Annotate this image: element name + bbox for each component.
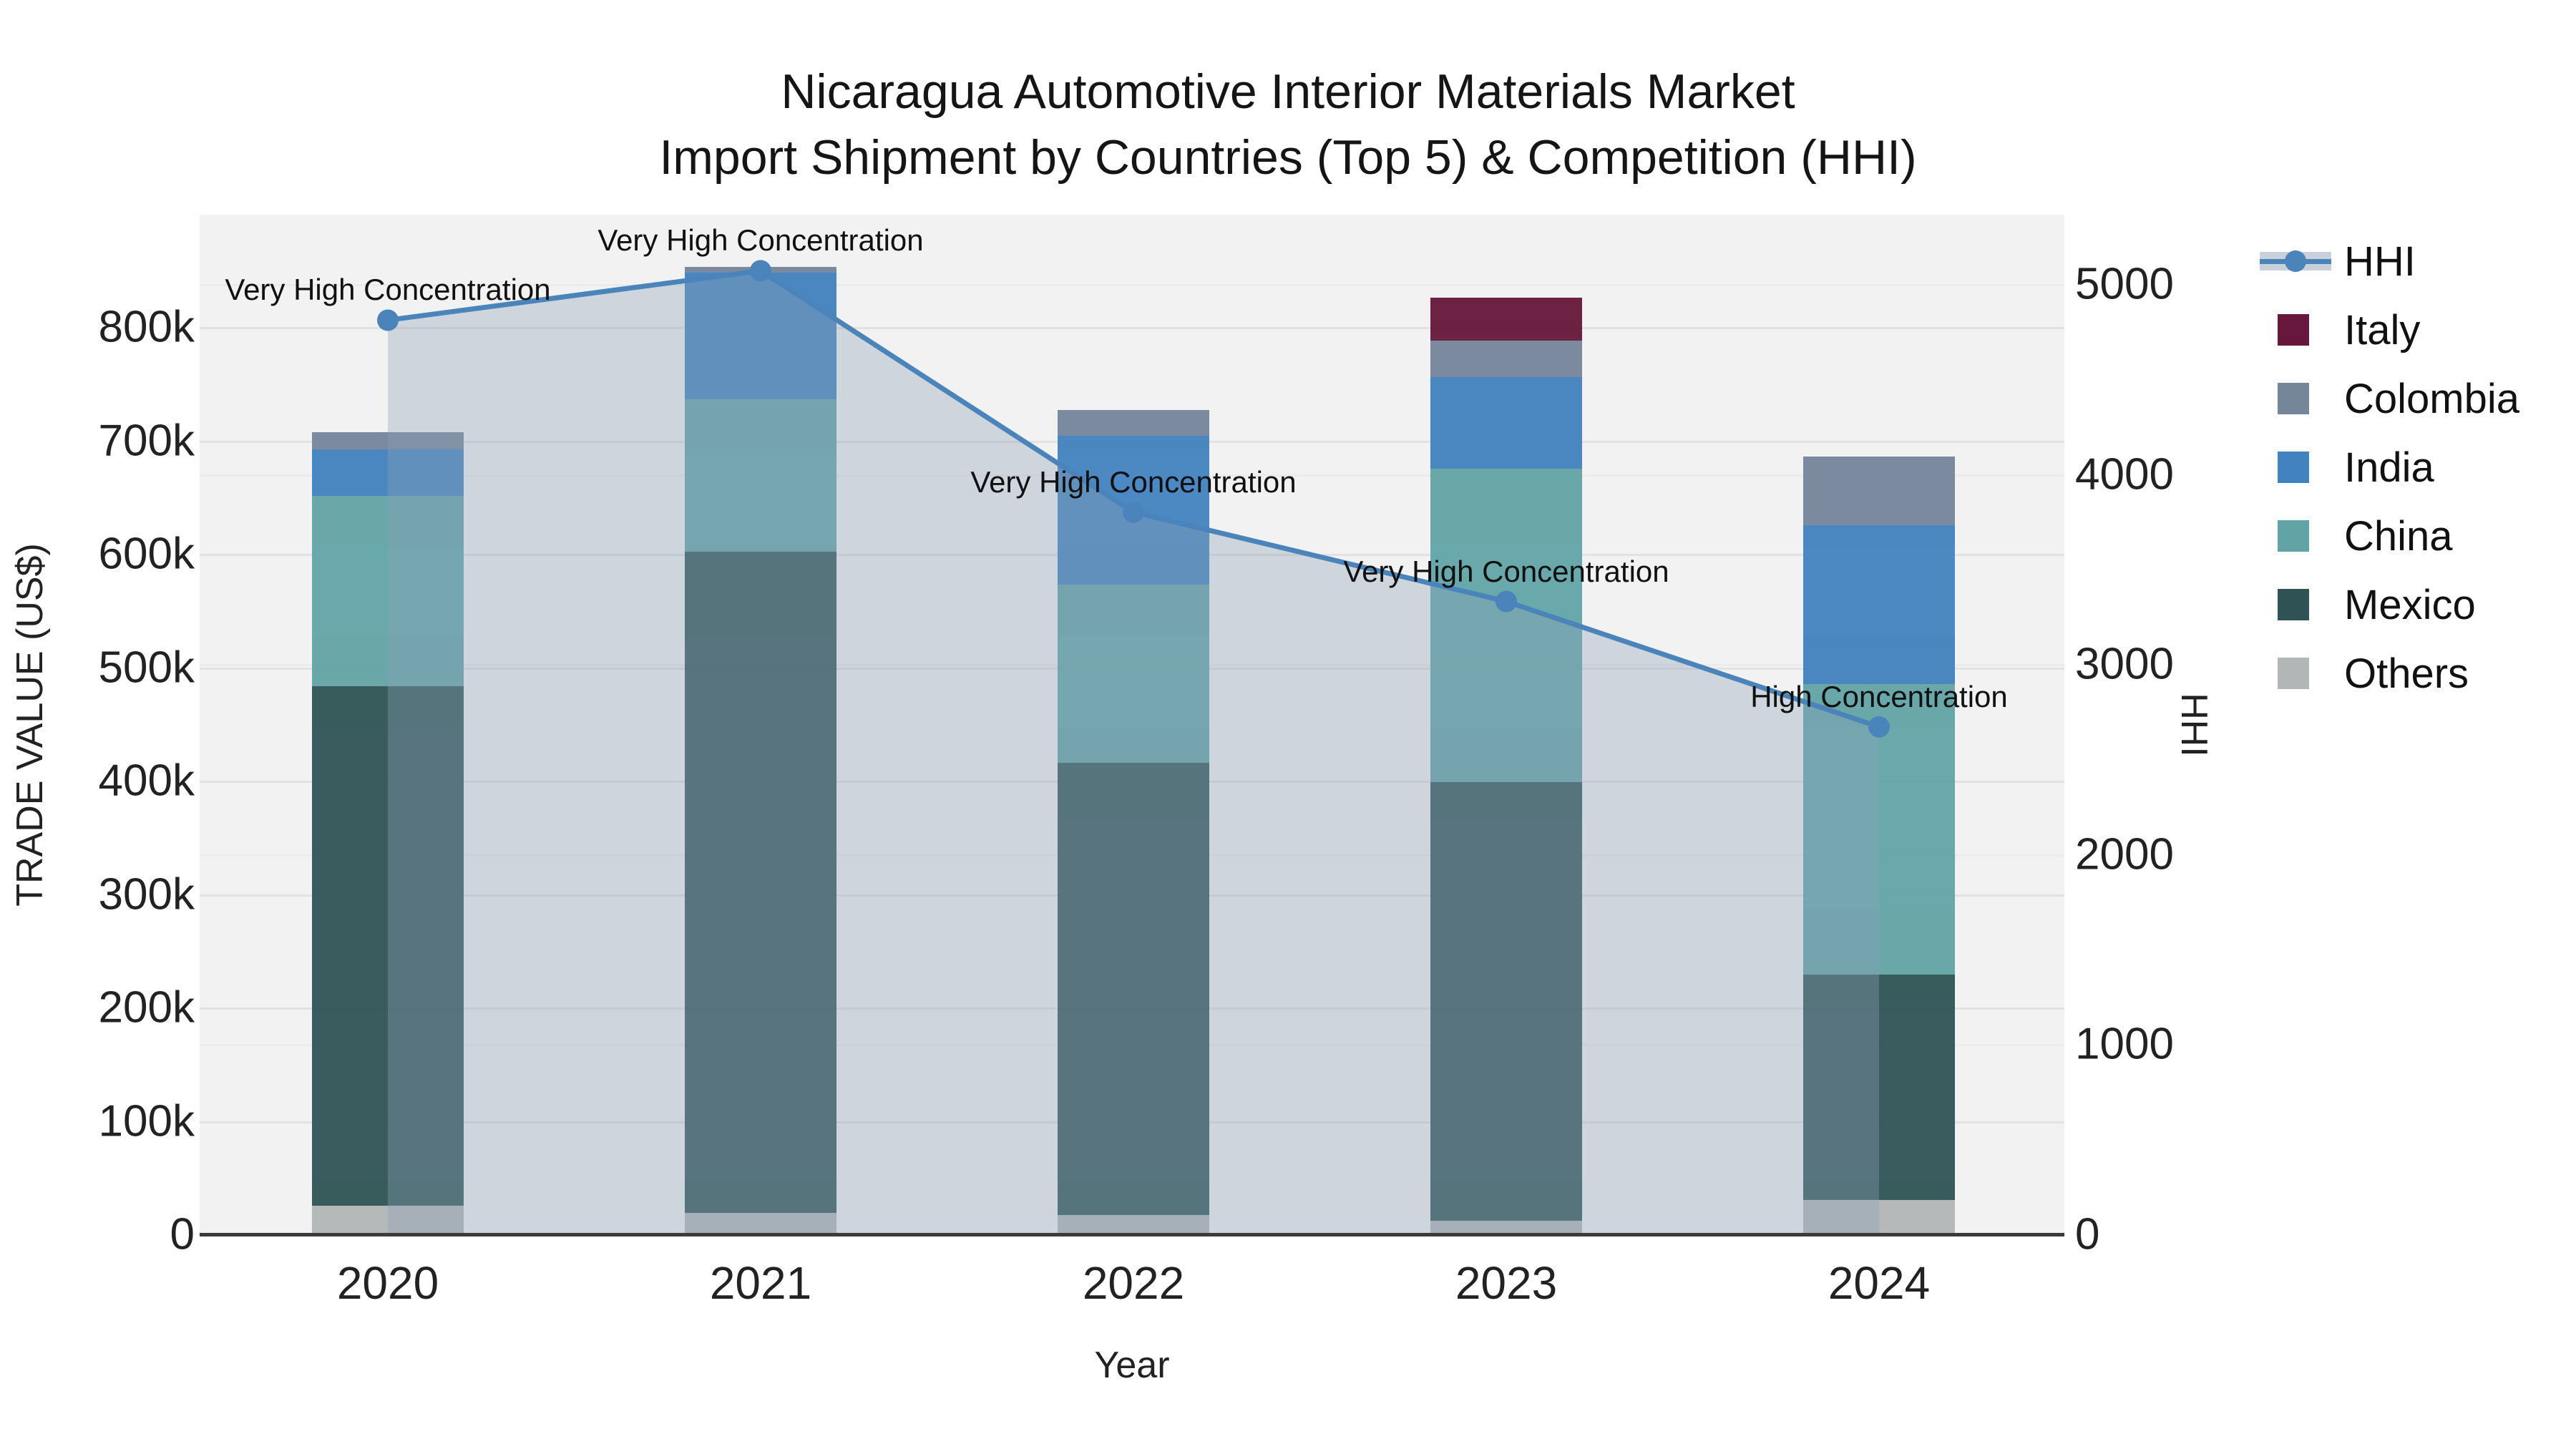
y-left-tick-800k: 800k (98, 302, 195, 352)
bar-segment-italy-2023[interactable] (1430, 297, 1582, 341)
bar-segment-colombia-2020[interactable] (312, 432, 464, 450)
bar-segment-others-2021[interactable] (685, 1212, 836, 1234)
colombia-swatch-icon (2253, 364, 2340, 433)
italy-color-swatch (2278, 314, 2309, 346)
chart-title-line2: Import Shipment by Countries (Top 5) & C… (659, 130, 1917, 185)
legend: HHI Italy Colombia India China Mexico Others (2253, 227, 2519, 708)
annotation-2020: Very High Concentration (225, 273, 551, 307)
bar-2024[interactable] (1803, 456, 1955, 1234)
legend-item-colombia[interactable]: Colombia (2253, 364, 2519, 433)
annotation-2024: High Concentration (1750, 679, 2008, 713)
bar-segment-china-2023[interactable] (1430, 469, 1582, 782)
bar-segment-others-2023[interactable] (1430, 1220, 1582, 1234)
y-left-tick-700k: 700k (98, 416, 195, 465)
x-tick-2021: 2021 (709, 1257, 812, 1309)
hhi-marker-2022[interactable] (1123, 501, 1144, 523)
bar-segment-colombia-2024[interactable] (1803, 456, 1955, 526)
bar-segment-mexico-2022[interactable] (1058, 762, 1209, 1216)
chart-title-line1: Nicaragua Automotive Interior Materials … (781, 64, 1795, 119)
others-color-swatch (2278, 658, 2309, 689)
bar-segment-mexico-2020[interactable] (312, 686, 464, 1206)
india-swatch-icon (2253, 433, 2340, 502)
y-left-tick-0: 0 (170, 1209, 195, 1259)
china-swatch-icon (2253, 502, 2340, 570)
annotation-2021: Very High Concentration (597, 223, 924, 258)
y-left-tick-400k: 400k (98, 756, 195, 806)
legend-label-mexico: Mexico (2344, 581, 2476, 628)
bar-segment-colombia-2023[interactable] (1430, 341, 1582, 377)
y-right-tick-5000: 5000 (2075, 259, 2174, 309)
legend-item-mexico[interactable]: Mexico (2253, 570, 2519, 639)
y-right-tick-1000: 1000 (2075, 1019, 2174, 1069)
legend-item-italy[interactable]: Italy (2253, 296, 2519, 364)
bar-segment-india-2023[interactable] (1430, 376, 1582, 469)
bar-2022[interactable] (1058, 409, 1209, 1234)
legend-label-china: China (2344, 512, 2453, 560)
x-axis-line (200, 1233, 2064, 1236)
bar-segment-china-2021[interactable] (685, 399, 836, 552)
plot-area[interactable]: Very High Concentration Very High Concent… (200, 215, 2064, 1234)
hhi-marker-2021[interactable] (750, 260, 771, 282)
legend-item-china[interactable]: China (2253, 502, 2519, 570)
italy-swatch-icon (2253, 296, 2340, 364)
legend-label-italy: Italy (2344, 306, 2421, 353)
hhi-line-icon (2253, 227, 2340, 296)
bar-segment-mexico-2021[interactable] (685, 551, 836, 1213)
y-right-tick-2000: 2000 (2075, 829, 2174, 879)
legend-item-hhi[interactable]: HHI (2253, 227, 2519, 296)
hhi-marker-2023[interactable] (1496, 590, 1517, 613)
bar-segment-mexico-2023[interactable] (1430, 781, 1582, 1221)
y-right-tick-4000: 4000 (2075, 449, 2174, 499)
hhi-marker-dot-icon (2285, 250, 2306, 272)
legend-item-india[interactable]: India (2253, 433, 2519, 502)
mexico-swatch-icon (2253, 570, 2340, 639)
bar-segment-others-2020[interactable] (312, 1206, 464, 1234)
bar-segment-india-2020[interactable] (312, 449, 464, 497)
y-right-tick-3000: 3000 (2075, 639, 2174, 689)
y-left-tick-300k: 300k (98, 869, 195, 919)
bar-2021[interactable] (685, 267, 836, 1234)
legend-label-others: Others (2344, 650, 2469, 697)
bar-2020[interactable] (312, 432, 464, 1234)
y-left-tick-100k: 100k (98, 1096, 195, 1146)
y-right-tick-0: 0 (2075, 1209, 2100, 1259)
y-left-tick-500k: 500k (98, 643, 195, 692)
legend-label-hhi: HHI (2344, 238, 2416, 285)
annotation-2023: Very High Concentration (1343, 554, 1669, 588)
y-left-tick-600k: 600k (98, 529, 195, 579)
hhi-marker-2024[interactable] (1868, 716, 1890, 738)
x-tick-2020: 2020 (336, 1257, 439, 1309)
x-axis-title: Year (1094, 1345, 1170, 1386)
legend-label-india: India (2344, 444, 2434, 491)
bar-segment-others-2022[interactable] (1058, 1215, 1209, 1234)
x-tick-2024: 2024 (1828, 1257, 1931, 1309)
y-axis-right-title: HHI (2173, 693, 2215, 757)
annotation-2022: Very High Concentration (970, 464, 1297, 499)
bar-segment-india-2024[interactable] (1803, 525, 1955, 685)
x-tick-2023: 2023 (1455, 1257, 1558, 1309)
india-color-swatch (2278, 452, 2309, 483)
bar-segment-others-2024[interactable] (1803, 1200, 1955, 1234)
gridline-trade-800k (200, 327, 2064, 329)
x-tick-2022: 2022 (1082, 1257, 1185, 1309)
bar-segment-colombia-2022[interactable] (1058, 409, 1209, 436)
hhi-marker-2020[interactable] (377, 309, 399, 331)
chart-title: Nicaragua Automotive Interior Materials … (0, 59, 2576, 190)
others-swatch-icon (2253, 639, 2340, 708)
bar-segment-china-2020[interactable] (312, 496, 464, 687)
bar-segment-mexico-2024[interactable] (1803, 975, 1955, 1201)
legend-label-colombia: Colombia (2344, 375, 2519, 422)
mexico-color-swatch (2278, 589, 2309, 620)
bar-segment-china-2022[interactable] (1058, 584, 1209, 763)
china-color-swatch (2278, 520, 2309, 552)
bar-segment-india-2021[interactable] (685, 272, 836, 400)
y-left-tick-200k: 200k (98, 982, 195, 1033)
y-axis-left-title: TRADE VALUE (US$) (9, 543, 51, 907)
colombia-color-swatch (2278, 383, 2309, 414)
legend-item-others[interactable]: Others (2253, 639, 2519, 708)
bar-2023[interactable] (1430, 297, 1582, 1234)
